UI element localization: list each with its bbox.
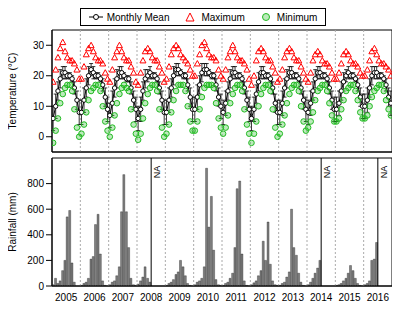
svg-text:2008: 2008 (140, 292, 163, 303)
svg-text:2014: 2014 (310, 292, 333, 303)
html-text:Maximum: Maximum (201, 11, 245, 23)
svg-text:2015: 2015 (338, 292, 361, 303)
svg-text:2006: 2006 (83, 292, 106, 303)
svg-text:2010: 2010 (197, 292, 220, 303)
svg-text:0: 0 (38, 131, 44, 142)
svg-text:10: 10 (33, 101, 45, 112)
svg-text:Temperature (°C): Temperature (°C) (8, 53, 18, 130)
svg-text:2007: 2007 (112, 292, 135, 303)
svg-text:2012: 2012 (253, 292, 276, 303)
svg-text:2009: 2009 (168, 292, 191, 303)
svg-text:2011: 2011 (225, 292, 247, 303)
html-text:Monthly Mean: Monthly Mean (106, 11, 170, 23)
svg-text:30: 30 (33, 40, 45, 51)
svg-text:200: 200 (27, 255, 44, 266)
svg-text:NA: NA (379, 166, 389, 179)
svg-text:20: 20 (33, 70, 45, 81)
svg-text:2016: 2016 (367, 292, 390, 303)
svg-text:NA: NA (322, 166, 332, 179)
svg-text:600: 600 (27, 204, 44, 215)
svg-text:Rainfall (mm): Rainfall (mm) (8, 192, 18, 251)
svg-text:2013: 2013 (282, 292, 305, 303)
svg-text:800: 800 (27, 178, 44, 189)
svg-text:NA: NA (152, 166, 162, 179)
html-text:Minimum: Minimum (276, 11, 318, 23)
svg-text:400: 400 (27, 229, 44, 240)
svg-text:2005: 2005 (55, 292, 78, 303)
svg-text:0: 0 (38, 281, 44, 292)
